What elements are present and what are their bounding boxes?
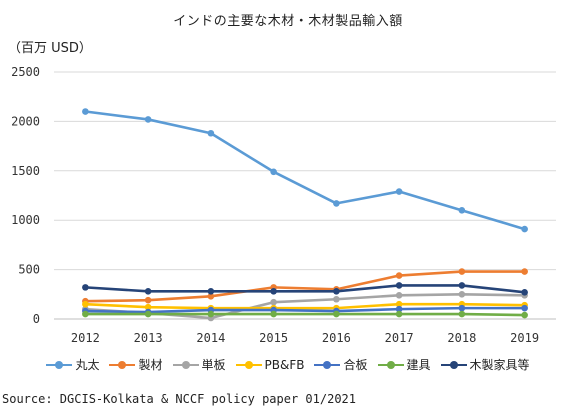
- data-point: [333, 310, 340, 318]
- data-point: [144, 288, 152, 295]
- data-point: [144, 116, 152, 123]
- data-point: [458, 310, 466, 318]
- legend-label: 木製家具等: [469, 358, 530, 372]
- data-point: [270, 288, 277, 295]
- source-note: Source: DGCIS-Kolkata & NCCF policy pape…: [2, 392, 357, 406]
- y-tick-label: 0: [33, 312, 40, 326]
- data-point: [521, 311, 528, 319]
- data-point: [82, 284, 89, 291]
- x-tick-label: 2019: [510, 331, 539, 345]
- data-point: [521, 225, 528, 233]
- y-tick-label: 500: [18, 263, 40, 277]
- grid-lines: [54, 71, 556, 320]
- series-line: [84, 312, 526, 317]
- legend-label: 丸太: [75, 358, 100, 372]
- series-lines: [82, 108, 528, 322]
- x-tick-label: 2014: [196, 331, 225, 345]
- legend-swatch: [109, 360, 136, 370]
- x-tick-label: 2015: [259, 331, 288, 345]
- data-point: [82, 108, 89, 115]
- x-tick-label: 2013: [134, 331, 163, 345]
- data-point: [521, 289, 528, 296]
- data-point: [395, 300, 403, 308]
- series-line: [84, 110, 526, 231]
- data-point: [521, 304, 528, 312]
- x-tick-label: 2012: [71, 331, 100, 345]
- legend-item: 合板: [314, 356, 368, 373]
- legend-item: 丸太: [46, 356, 99, 373]
- data-point: [144, 310, 152, 318]
- data-point: [395, 272, 403, 279]
- series-line: [84, 270, 526, 303]
- series-line: [84, 284, 526, 294]
- data-point: [458, 268, 466, 275]
- legend-swatch: [172, 360, 199, 370]
- series-line: [84, 306, 526, 314]
- legend-swatch: [440, 360, 467, 370]
- data-point: [395, 282, 403, 289]
- data-point: [333, 200, 340, 207]
- series-0: [82, 108, 528, 233]
- data-point: [395, 291, 403, 299]
- legend-label: 製材: [138, 358, 163, 372]
- y-tick-label: 1500: [11, 164, 40, 178]
- data-point: [395, 310, 403, 318]
- data-point: [207, 292, 215, 300]
- legend-label: 合板: [343, 358, 368, 372]
- y-tick-label: 1000: [11, 213, 40, 227]
- data-point: [458, 207, 466, 214]
- legend-label: 単板: [201, 358, 226, 372]
- data-point: [82, 300, 89, 308]
- data-point: [458, 282, 466, 289]
- x-tick-labels: 2012 2013 2014 2015 2016 2017 2018 2019: [71, 331, 539, 345]
- legend-swatch: [314, 360, 341, 370]
- y-tick-label: 2500: [11, 65, 40, 79]
- legend-item: 木製家具等: [440, 356, 530, 373]
- legend-swatch: [377, 360, 404, 370]
- series-line: [84, 302, 526, 310]
- data-point: [270, 310, 277, 318]
- legend-item: 製材: [109, 356, 163, 373]
- legend-item: PB&FB: [235, 356, 305, 373]
- legend-label: 建具: [406, 358, 431, 372]
- legend-swatch: [235, 360, 262, 370]
- data-point: [144, 296, 152, 304]
- y-axis-unit-label: （百万 USD）: [8, 41, 92, 56]
- data-point: [144, 303, 152, 311]
- data-point: [333, 295, 340, 303]
- legend-label: PB&FB: [264, 357, 305, 372]
- legend-item: 建具: [377, 356, 431, 373]
- data-point: [207, 129, 215, 137]
- data-point: [207, 310, 215, 318]
- data-point: [458, 291, 466, 298]
- data-point: [458, 304, 466, 312]
- series-6: [82, 282, 528, 296]
- legend: 丸太 製材 単板 PB&FB 合板 建具 木製家具等: [8, 356, 568, 373]
- data-point: [207, 288, 215, 295]
- data-point: [270, 168, 277, 176]
- data-point: [82, 310, 89, 318]
- chart-title: インドの主要な木材・木材製品輸入額: [173, 14, 403, 29]
- series-5: [82, 310, 528, 319]
- data-point: [270, 298, 277, 306]
- x-tick-label: 2016: [322, 331, 351, 345]
- legend-swatch: [46, 360, 73, 370]
- data-point: [395, 305, 403, 313]
- y-tick-labels: 0 500 1000 1500 2000 2500: [11, 65, 40, 326]
- x-tick-label: 2017: [385, 331, 414, 345]
- data-point: [333, 288, 340, 295]
- legend-item: 単板: [172, 356, 226, 373]
- data-point: [521, 268, 528, 275]
- x-tick-label: 2018: [447, 331, 476, 345]
- y-tick-label: 2000: [11, 114, 40, 128]
- data-point: [395, 188, 403, 195]
